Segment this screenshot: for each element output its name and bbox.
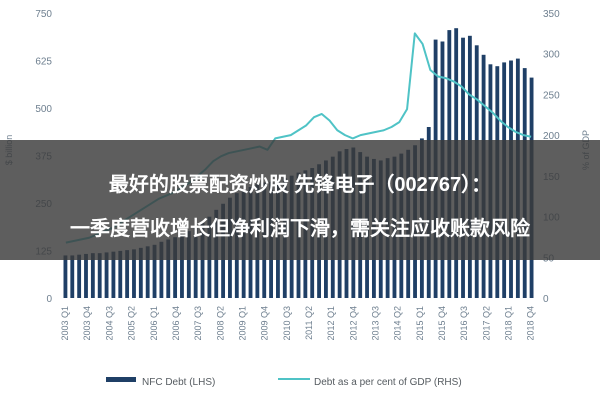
x-tick-label: 2011 Q2 — [304, 306, 314, 340]
x-tick-label: 2015 Q1 — [415, 306, 425, 341]
left-tick-label: 750 — [35, 9, 52, 20]
bar — [152, 244, 157, 298]
right-tick-label: 300 — [543, 50, 560, 61]
overlay-headline-line1: 最好的股票配资炒股 先锋电子（002767）： — [109, 172, 491, 196]
x-tick-label: 2007 Q3 — [193, 306, 203, 341]
x-tick-label: 2016 Q3 — [459, 306, 469, 341]
x-axis: 2003 Q1 2003 Q4 2004 Q3 2005 Q2 2006 Q1 2006 … — [60, 306, 536, 341]
bar — [200, 222, 205, 298]
bar — [125, 250, 130, 298]
bar — [70, 255, 75, 298]
bar — [90, 253, 95, 298]
bar — [186, 231, 191, 298]
bar — [166, 239, 171, 298]
x-tick-label: 2004 Q3 — [104, 306, 114, 341]
legend-swatch-bars — [106, 377, 136, 382]
bar — [145, 246, 150, 298]
x-tick-label: 2003 Q4 — [82, 306, 92, 341]
x-tick-label: 2006 Q1 — [149, 306, 159, 341]
bar — [138, 247, 143, 298]
right-tick-label: 350 — [543, 9, 560, 20]
x-tick-label: 2015 Q4 — [437, 306, 447, 341]
x-tick-label: 2010 Q3 — [282, 306, 292, 341]
right-tick-label: 200 — [543, 131, 560, 142]
left-tick-label: 0 — [46, 294, 52, 305]
bar — [84, 253, 88, 298]
x-tick-label: 2012 Q4 — [348, 306, 358, 341]
x-tick-label: 2009 Q4 — [260, 306, 270, 341]
x-tick-label: 2018 Q4 — [526, 306, 536, 341]
bar — [180, 234, 184, 298]
bar — [77, 254, 82, 298]
x-tick-label: 2005 Q2 — [127, 306, 137, 341]
bar — [193, 227, 198, 298]
bar — [97, 253, 102, 298]
x-tick-label: 2018 Q1 — [504, 306, 514, 341]
x-tick-label: 2013 Q3 — [370, 306, 380, 341]
bar — [111, 251, 116, 298]
bar — [173, 237, 178, 298]
overlay-banner — [0, 140, 600, 260]
right-tick-label: 0 — [543, 294, 549, 305]
right-tick-label: 250 — [543, 90, 560, 101]
bar — [104, 252, 109, 298]
legend-label-bars: NFC Debt (LHS) — [142, 377, 215, 388]
overlay-headline-line2: 一季度营收增长但净利润下滑，需关注应收账款风险 — [70, 216, 531, 240]
x-tick-label: 2006 Q4 — [171, 306, 181, 341]
x-tick-label: 2014 Q2 — [393, 306, 403, 341]
x-tick-label: 2003 Q1 — [60, 306, 70, 341]
x-tick-label: 2012 Q1 — [326, 306, 336, 341]
bar — [118, 250, 123, 298]
x-tick-label: 2008 Q2 — [215, 306, 225, 341]
bar — [132, 249, 136, 298]
legend-label-line: Debt as a per cent of GDP (RHS) — [314, 377, 462, 388]
left-tick-label: 625 — [35, 57, 52, 68]
x-tick-label: 2017 Q2 — [481, 306, 491, 341]
bar — [159, 241, 164, 298]
x-tick-label: 2009 Q1 — [237, 306, 247, 341]
bar — [63, 255, 68, 298]
left-tick-label: 500 — [35, 104, 52, 115]
